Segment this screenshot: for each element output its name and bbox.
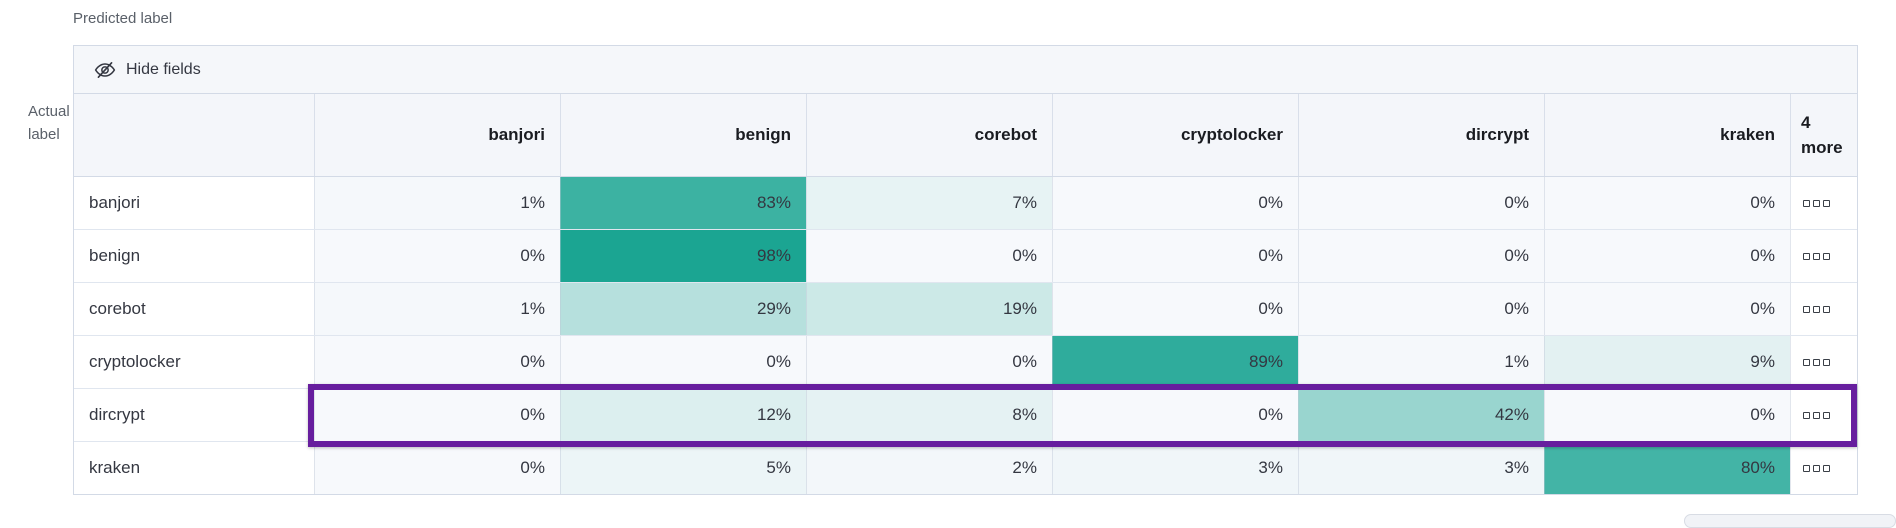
actual-label: Actual label xyxy=(28,103,70,143)
column-header-row: banjori benign corebot cryptolocker dircrypt… xyxy=(74,94,1857,177)
more-values-button[interactable] xyxy=(1790,177,1857,229)
corner-header-cell xyxy=(74,94,314,176)
matrix-row-corebot: corebot 1% 29% 19% 0% 0% 0% xyxy=(74,283,1857,336)
row-label-banjori[interactable]: banjori xyxy=(74,177,314,229)
cell-banjori-cryptolocker[interactable]: 0% xyxy=(1052,177,1298,229)
cell-dircrypt-kraken[interactable]: 0% xyxy=(1544,389,1790,441)
boxes-horizontal-icon xyxy=(1803,305,1830,313)
cell-banjori-corebot[interactable]: 7% xyxy=(806,177,1052,229)
cell-benign-corebot[interactable]: 0% xyxy=(806,230,1052,282)
cell-cryptolocker-cryptolocker[interactable]: 89% xyxy=(1052,336,1298,388)
cell-kraken-corebot[interactable]: 2% xyxy=(806,442,1052,494)
hide-fields-label: Hide fields xyxy=(126,60,201,78)
more-values-button[interactable] xyxy=(1790,230,1857,282)
row-label-kraken[interactable]: kraken xyxy=(74,442,314,494)
boxes-horizontal-icon xyxy=(1803,358,1830,366)
cell-corebot-dircrypt[interactable]: 0% xyxy=(1298,283,1544,335)
cell-dircrypt-benign[interactable]: 12% xyxy=(560,389,806,441)
cell-cryptolocker-dircrypt[interactable]: 1% xyxy=(1298,336,1544,388)
boxes-horizontal-icon xyxy=(1803,411,1830,419)
cell-cryptolocker-corebot[interactable]: 0% xyxy=(806,336,1052,388)
grid-toolbar: Hide fields xyxy=(74,46,1857,94)
boxes-horizontal-icon xyxy=(1803,464,1830,472)
cell-corebot-corebot[interactable]: 19% xyxy=(806,283,1052,335)
matrix-row-dircrypt: dircrypt 0% 12% 8% 0% 42% 0% xyxy=(74,389,1857,442)
matrix-rows: banjori 1% 83% 7% 0% 0% 0% benign 0% 98% 0% 0% 0% 0% c… xyxy=(74,177,1857,494)
more-values-button[interactable] xyxy=(1790,389,1857,441)
matrix-row-benign: benign 0% 98% 0% 0% 0% 0% xyxy=(74,230,1857,283)
row-label-cryptolocker[interactable]: cryptolocker xyxy=(74,336,314,388)
cell-cryptolocker-benign[interactable]: 0% xyxy=(560,336,806,388)
cell-benign-benign[interactable]: 98% xyxy=(560,230,806,282)
cell-banjori-banjori[interactable]: 1% xyxy=(314,177,560,229)
predicted-label: Predicted label xyxy=(73,10,173,27)
cell-benign-cryptolocker[interactable]: 0% xyxy=(1052,230,1298,282)
confusion-matrix-grid: Hide fields banjori benign corebot cryptolo… xyxy=(73,45,1858,495)
cell-banjori-kraken[interactable]: 0% xyxy=(1544,177,1790,229)
cell-dircrypt-corebot[interactable]: 8% xyxy=(806,389,1052,441)
cell-banjori-dircrypt[interactable]: 0% xyxy=(1298,177,1544,229)
cell-benign-kraken[interactable]: 0% xyxy=(1544,230,1790,282)
matrix-row-cryptolocker: cryptolocker 0% 0% 0% 89% 1% 9% xyxy=(74,336,1857,389)
cell-cryptolocker-kraken[interactable]: 9% xyxy=(1544,336,1790,388)
column-header-overflow[interactable]: 4 more xyxy=(1790,94,1857,176)
column-header-cryptolocker[interactable]: cryptolocker xyxy=(1052,94,1298,176)
hide-fields-button[interactable]: Hide fields xyxy=(94,59,201,81)
cell-kraken-cryptolocker[interactable]: 3% xyxy=(1052,442,1298,494)
column-header-banjori[interactable]: banjori xyxy=(314,94,560,176)
horizontal-scrollbar[interactable] xyxy=(1684,514,1896,528)
more-values-button[interactable] xyxy=(1790,442,1857,494)
cell-corebot-cryptolocker[interactable]: 0% xyxy=(1052,283,1298,335)
boxes-horizontal-icon xyxy=(1803,252,1830,260)
row-label-corebot[interactable]: corebot xyxy=(74,283,314,335)
row-label-benign[interactable]: benign xyxy=(74,230,314,282)
column-header-kraken[interactable]: kraken xyxy=(1544,94,1790,176)
column-header-dircrypt[interactable]: dircrypt xyxy=(1298,94,1544,176)
cell-corebot-kraken[interactable]: 0% xyxy=(1544,283,1790,335)
cell-cryptolocker-banjori[interactable]: 0% xyxy=(314,336,560,388)
cell-kraken-kraken[interactable]: 80% xyxy=(1544,442,1790,494)
cell-corebot-benign[interactable]: 29% xyxy=(560,283,806,335)
matrix-row-kraken: kraken 0% 5% 2% 3% 3% 80% xyxy=(74,442,1857,494)
cell-kraken-banjori[interactable]: 0% xyxy=(314,442,560,494)
cell-corebot-banjori[interactable]: 1% xyxy=(314,283,560,335)
more-values-button[interactable] xyxy=(1790,283,1857,335)
cell-kraken-benign[interactable]: 5% xyxy=(560,442,806,494)
cell-benign-banjori[interactable]: 0% xyxy=(314,230,560,282)
boxes-horizontal-icon xyxy=(1803,199,1830,207)
cell-kraken-dircrypt[interactable]: 3% xyxy=(1298,442,1544,494)
column-header-corebot[interactable]: corebot xyxy=(806,94,1052,176)
row-label-dircrypt[interactable]: dircrypt xyxy=(74,389,314,441)
cell-benign-dircrypt[interactable]: 0% xyxy=(1298,230,1544,282)
eye-closed-icon xyxy=(94,59,116,81)
cell-dircrypt-banjori[interactable]: 0% xyxy=(314,389,560,441)
more-values-button[interactable] xyxy=(1790,336,1857,388)
cell-banjori-benign[interactable]: 83% xyxy=(560,177,806,229)
matrix-row-banjori: banjori 1% 83% 7% 0% 0% 0% xyxy=(74,177,1857,230)
cell-dircrypt-cryptolocker[interactable]: 0% xyxy=(1052,389,1298,441)
column-header-benign[interactable]: benign xyxy=(560,94,806,176)
cell-dircrypt-dircrypt[interactable]: 42% xyxy=(1298,389,1544,441)
